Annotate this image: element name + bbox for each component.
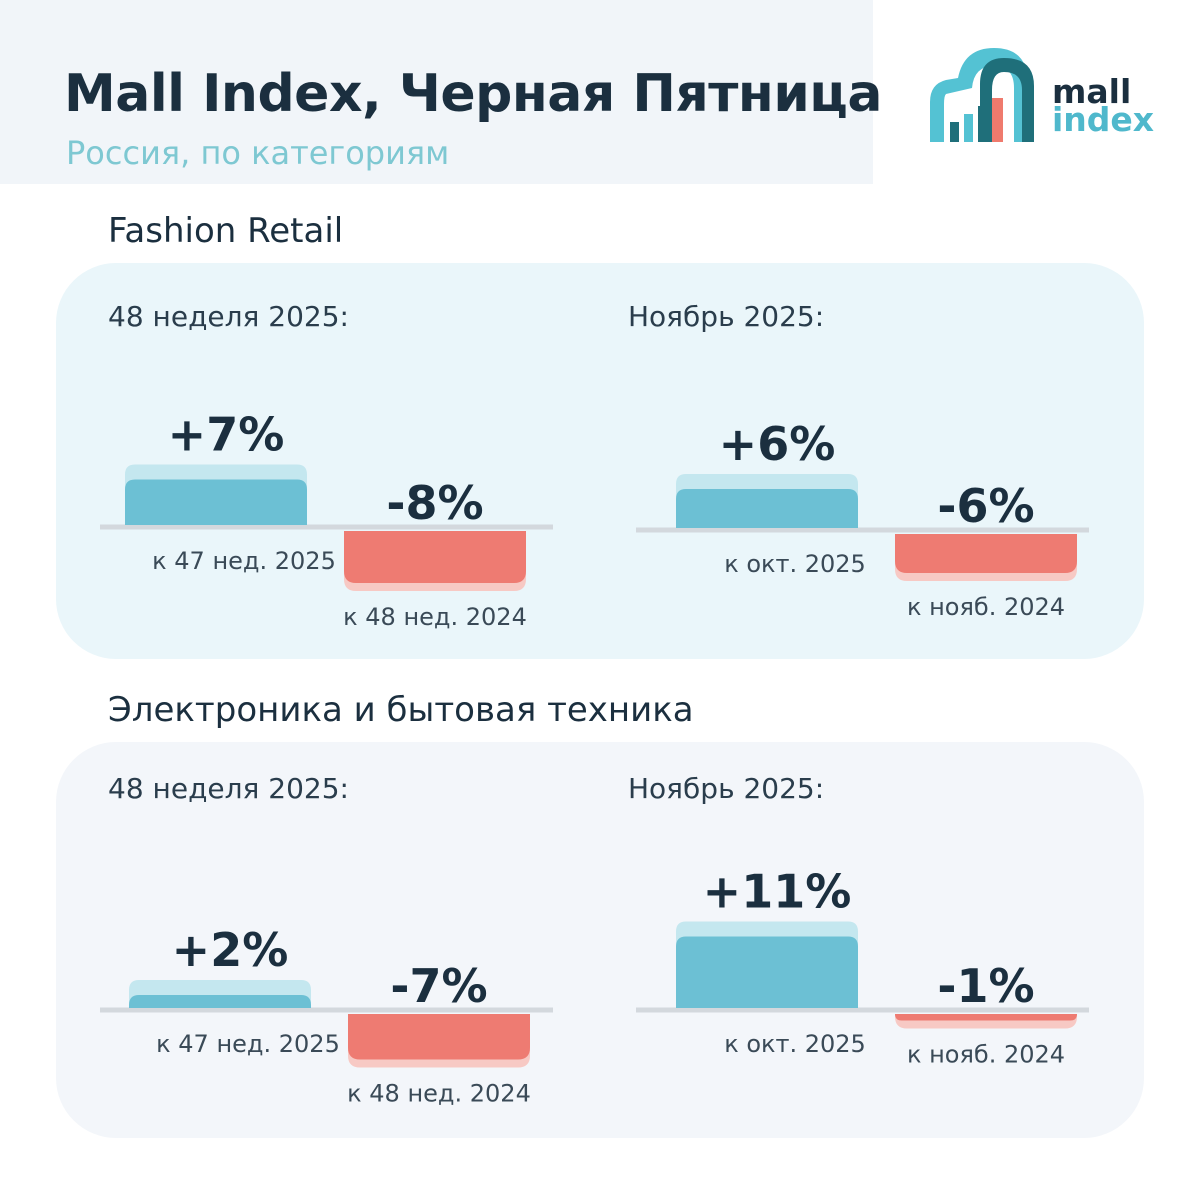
section-title-fashion: Fashion Retail [108, 211, 344, 251]
group-title-electronics-week: 48 неделя 2025: [108, 772, 349, 805]
panel-fashion-retail [56, 263, 1144, 659]
section-title-electronics: Электроника и бытовая техника [108, 690, 694, 730]
panel-electronics [56, 742, 1144, 1138]
header-band [0, 0, 873, 184]
logo-text-mall: mall [1052, 72, 1132, 111]
logo-text-index: index [1052, 100, 1155, 139]
mall-index-logo-icon [930, 48, 1034, 142]
page-title: Mall Index, Черная Пятница [64, 64, 882, 124]
group-title-fashion-week: 48 неделя 2025: [108, 300, 349, 333]
logo-text: mall index [1052, 72, 1155, 139]
group-title-electronics-month: Ноябрь 2025: [628, 772, 825, 805]
page-subtitle: Россия, по категориям [66, 134, 450, 172]
group-title-fashion-month: Ноябрь 2025: [628, 300, 825, 333]
